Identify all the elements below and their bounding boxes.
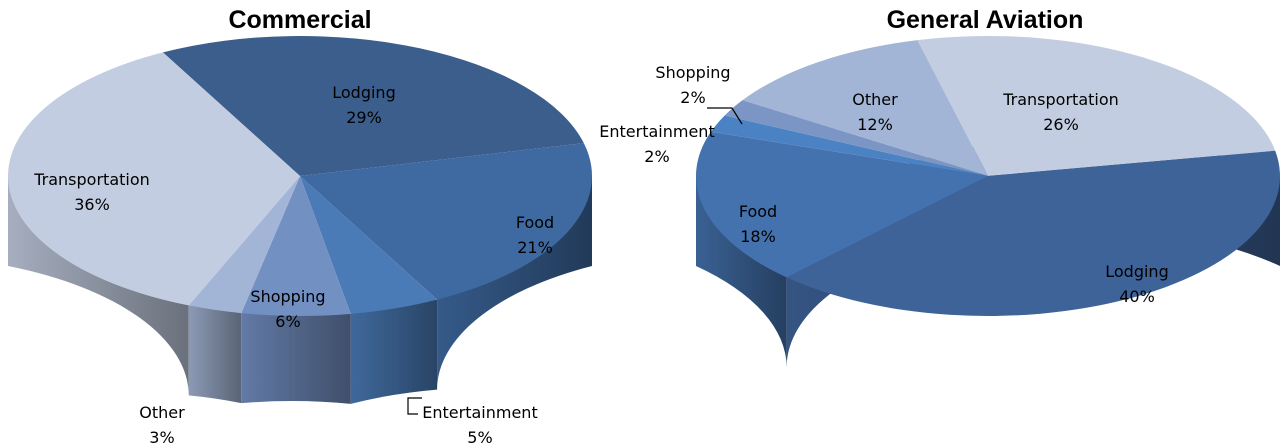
value-lodging: 29% [346, 108, 382, 127]
leader-line-shopping [707, 107, 743, 125]
value-other: 12% [857, 115, 893, 134]
label-food: Food [739, 202, 777, 221]
label-food: Food [516, 213, 554, 232]
label-other: Other [139, 403, 185, 422]
value-entertainment: 5% [467, 428, 492, 447]
label-shopping: Shopping [250, 287, 325, 306]
pie-data-labels: Transportation 26% Lodging 40% Food 18% Entert… [599, 63, 1168, 306]
value-shopping: 6% [275, 312, 300, 331]
pie-chart-general-aviation: Transportation 26% Lodging 40% Food 18% Entert… [599, 36, 1280, 368]
label-transportation: Transportation [33, 170, 150, 189]
label-other: Other [852, 90, 898, 109]
slice-transportation [8, 52, 301, 306]
slice-shopping [724, 100, 988, 176]
value-other: 3% [149, 428, 174, 447]
slice-food [695, 131, 988, 278]
value-food: 18% [740, 227, 776, 246]
pie-data-labels: Lodging 29% Food 21% Entertainment 5% Shopping… [33, 83, 554, 447]
pie-top-slices [8, 35, 592, 316]
slice-other [188, 176, 300, 314]
value-lodging: 40% [1119, 287, 1155, 306]
side-entertainment-wall [350, 299, 438, 404]
side-shopping-wall [241, 311, 351, 404]
label-entertainment: Entertainment [599, 122, 714, 141]
leader-line-entertainment [407, 397, 422, 415]
slice-entertainment [300, 176, 438, 314]
chart-title-commercial: Commercial [228, 6, 372, 34]
slice-entertainment [710, 115, 988, 176]
slice-other [742, 40, 988, 176]
label-entertainment: Entertainment [422, 403, 537, 422]
label-shopping: Shopping [655, 63, 730, 82]
slice-shopping [241, 176, 351, 316]
slice-food [300, 143, 592, 300]
side-other-wall [188, 305, 242, 404]
label-transportation: Transportation [1002, 90, 1119, 109]
value-transportation: 26% [1043, 115, 1079, 134]
label-lodging: Lodging [332, 83, 395, 102]
pie-chart-commercial: Lodging 29% Food 21% Entertainment 5% Shopping… [8, 35, 592, 447]
value-food: 21% [517, 238, 553, 257]
pie-top-slices [695, 36, 1280, 317]
label-lodging: Lodging [1105, 262, 1168, 281]
chart-title-general-aviation: General Aviation [886, 6, 1084, 34]
slice-transportation [917, 36, 1276, 176]
value-entertainment: 2% [644, 147, 669, 166]
slice-lodging [786, 150, 1280, 317]
value-shopping: 2% [680, 88, 705, 107]
slice-lodging [162, 35, 584, 176]
value-transportation: 36% [74, 195, 110, 214]
